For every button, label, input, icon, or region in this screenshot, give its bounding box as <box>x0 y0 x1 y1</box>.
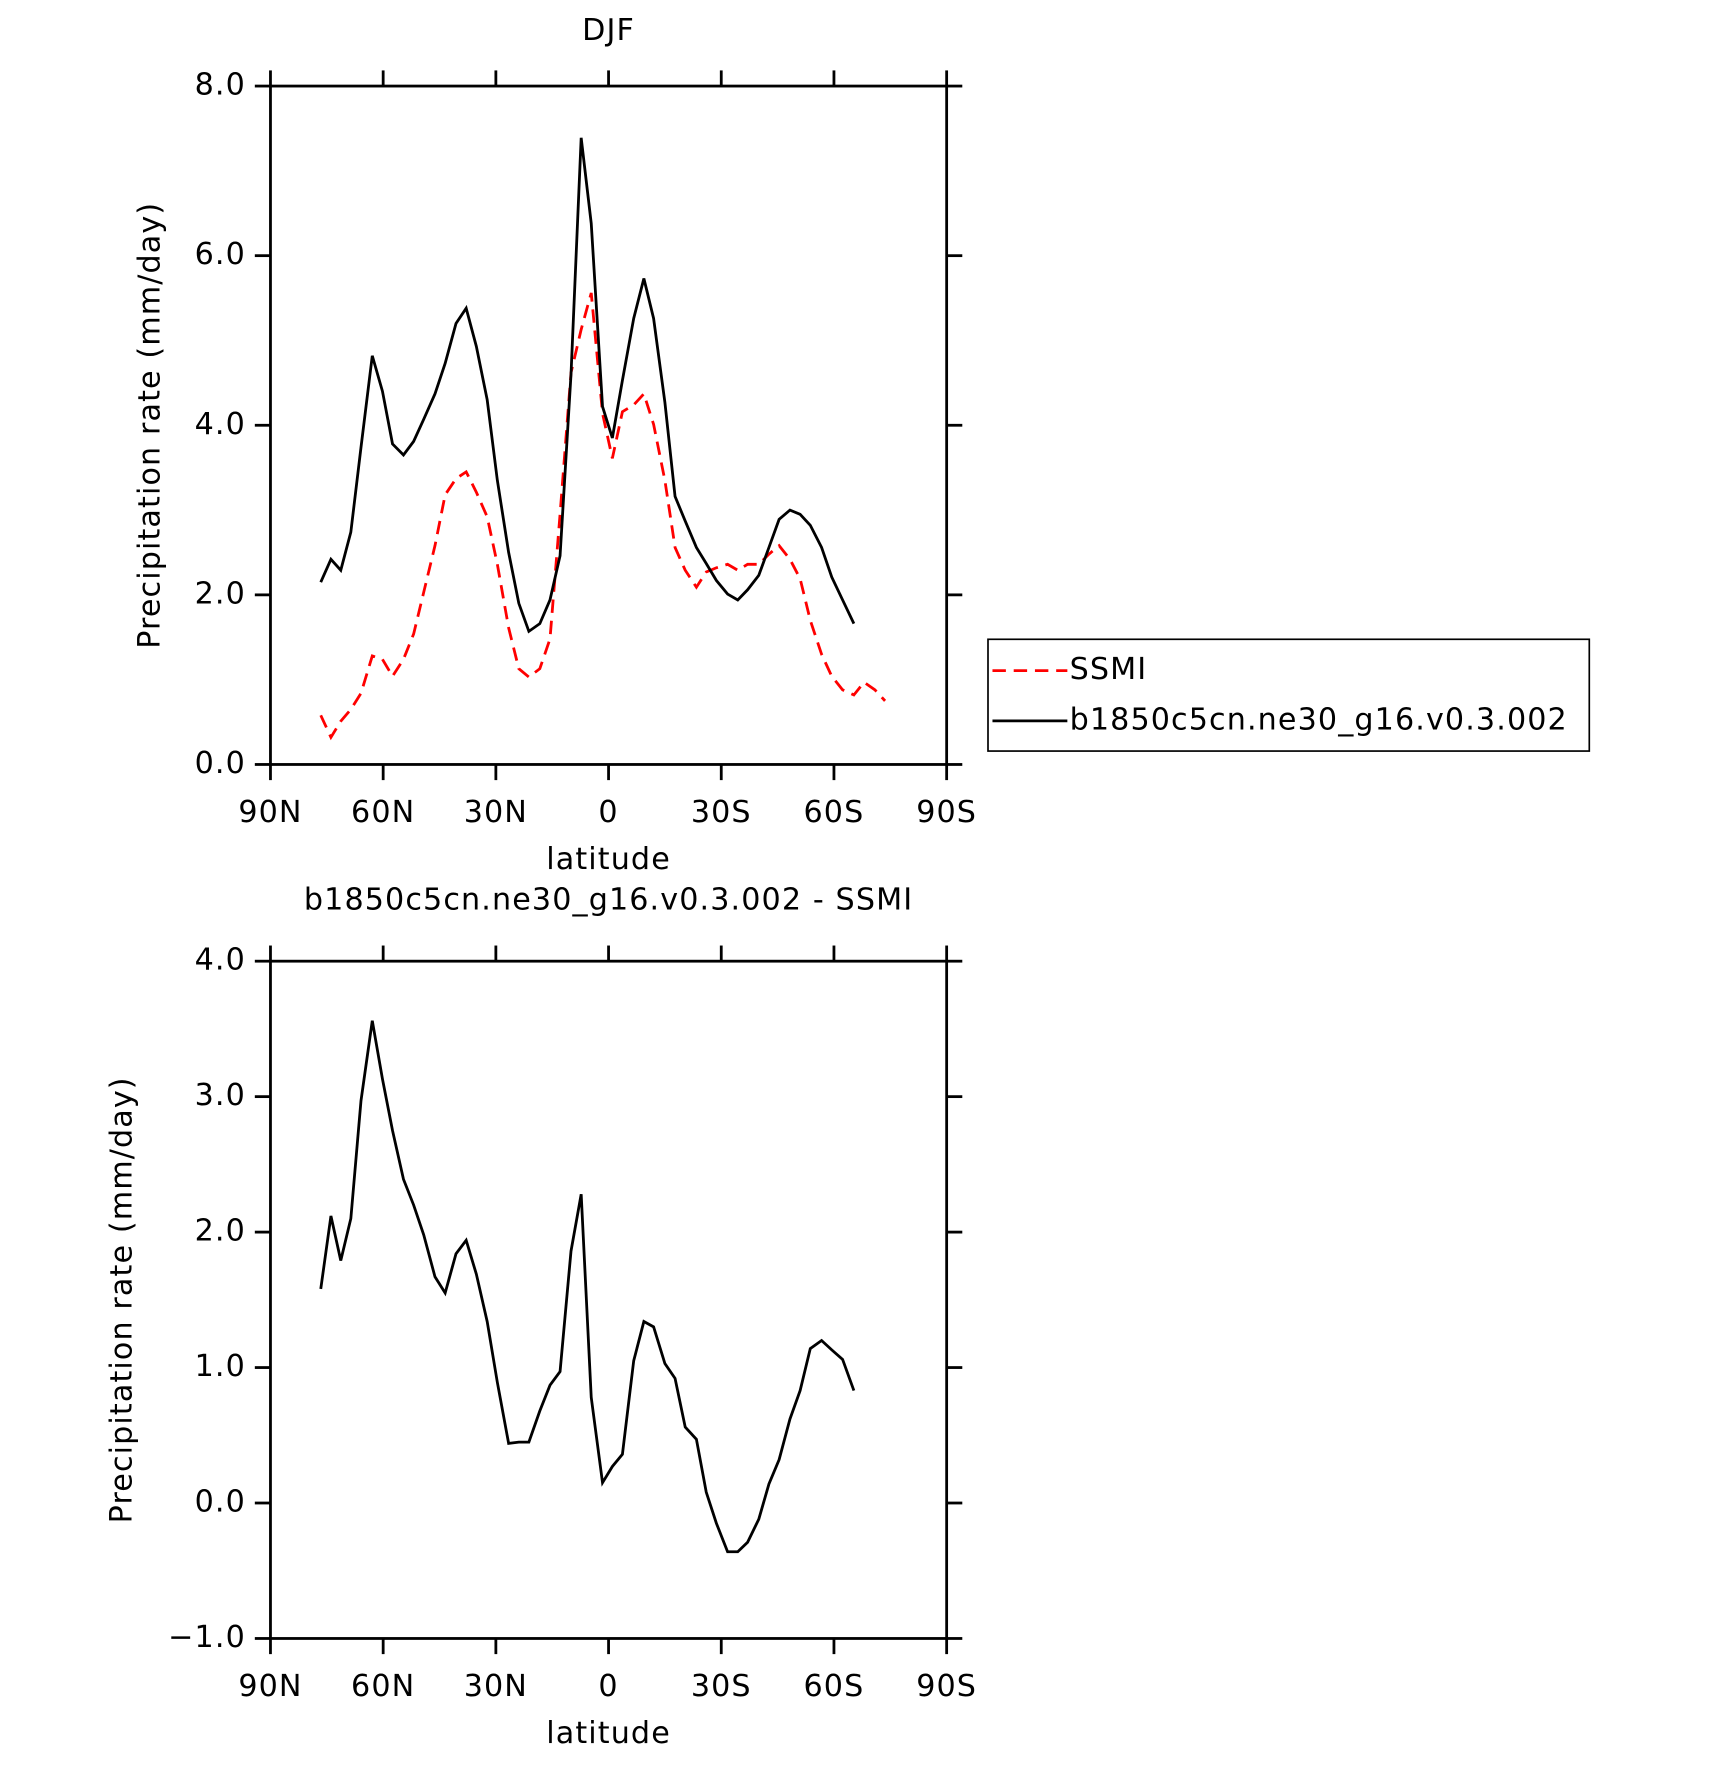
data-line <box>319 292 887 741</box>
y-axis-label: Precipitation rate (mm/day) <box>104 1076 139 1523</box>
x-tick-label: 30N <box>464 795 528 830</box>
x-axis-label: latitude <box>546 842 671 877</box>
x-tick-label: 60S <box>804 795 865 830</box>
legend-label: SSMI <box>1070 652 1148 687</box>
plot-frame <box>269 959 949 1640</box>
legend-label: b1850c5cn.ne30_g16.v0.3.002 <box>1070 702 1568 737</box>
y-tick-label: 0.0 <box>195 746 246 781</box>
data-line <box>319 137 856 634</box>
x-tick-label: 30N <box>464 1669 528 1704</box>
chart-title: b1850c5cn.ne30_g16.v0.3.002 - SSMI <box>304 882 913 917</box>
x-tick-label: 0 <box>598 795 618 830</box>
legend-box <box>987 638 1591 752</box>
x-tick-label: 90S <box>916 795 977 830</box>
data-line <box>319 1020 856 1554</box>
x-tick-label: 60S <box>804 1669 865 1704</box>
x-tick-label: 90N <box>238 1669 302 1704</box>
x-axis-label: latitude <box>546 1716 671 1751</box>
x-tick-label: 90N <box>238 795 302 830</box>
y-tick-label: 2.0 <box>195 1214 246 1249</box>
y-tick-label: 0.0 <box>195 1485 246 1520</box>
y-tick-label: 6.0 <box>195 237 246 272</box>
x-tick-label: 60N <box>351 1669 415 1704</box>
y-tick-label: 4.0 <box>195 407 246 442</box>
x-tick-label: 90S <box>916 1669 977 1704</box>
y-tick-label: 4.0 <box>195 943 246 978</box>
y-tick-label: 3.0 <box>195 1078 246 1113</box>
y-axis-label: Precipitation rate (mm/day) <box>132 202 167 649</box>
x-tick-label: 0 <box>598 1669 618 1704</box>
y-tick-label: 1.0 <box>195 1349 246 1384</box>
x-tick-label: 30S <box>691 795 752 830</box>
y-tick-label: 8.0 <box>195 68 246 103</box>
chart-title: DJF <box>582 13 635 48</box>
x-tick-label: 30S <box>691 1669 752 1704</box>
y-tick-label: 2.0 <box>195 576 246 611</box>
x-tick-label: 60N <box>351 795 415 830</box>
y-tick-label: −1.0 <box>168 1620 246 1655</box>
